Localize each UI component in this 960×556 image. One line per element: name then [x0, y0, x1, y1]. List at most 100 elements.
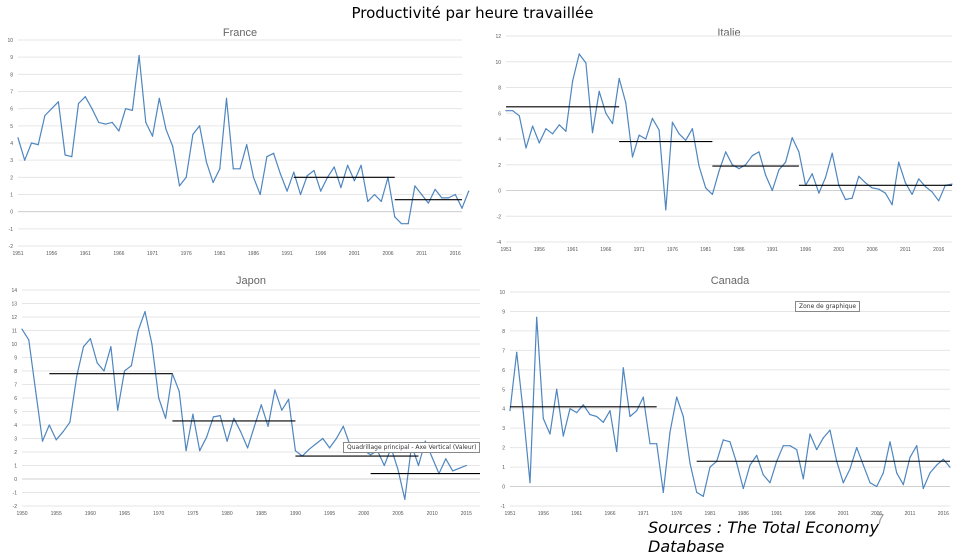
- italie-x-tick-label: 1976: [667, 247, 678, 253]
- italie-data-point: [878, 188, 880, 190]
- canada-data-point: [942, 458, 944, 460]
- canada-data-point: [909, 456, 911, 458]
- france-data-point: [51, 108, 53, 110]
- japon-y-tick-label: 11: [12, 329, 17, 335]
- japon-data-point: [294, 450, 297, 452]
- japon-y-tick-label: -1: [13, 491, 18, 497]
- italie-data-point: [884, 192, 887, 194]
- canada-x-tick-label: 1966: [604, 511, 615, 517]
- canada-data-point: [922, 487, 924, 490]
- italie-x-tick-label: 1991: [767, 247, 778, 253]
- japon-x-tick-label: 2010: [427, 511, 438, 517]
- canada-data-point: [536, 316, 538, 318]
- canada-data-point: [936, 464, 938, 466]
- italie-data-point: [818, 192, 820, 194]
- italie-data-point: [571, 80, 574, 82]
- italie-x-tick-label: 1996: [800, 247, 811, 253]
- italie-chart-svg: Italie -4 -2 0 2 4 6 8 10 12 1951 1956 1961 1966 1971 1…: [495, 27, 953, 253]
- japon-x-tick-label: 2015: [461, 511, 472, 517]
- italie-x-tick-label: 1981: [700, 247, 711, 253]
- canada-x-tick-label: 1976: [671, 511, 682, 517]
- france-y-tick-label: 2: [10, 175, 13, 181]
- chart-area-tooltip: Zone de graphique: [795, 301, 861, 312]
- canada-data-point: [562, 435, 564, 437]
- france-data-point: [306, 175, 308, 177]
- japon-data-point: [431, 456, 433, 458]
- canada-x-tick-label: 1956: [538, 511, 549, 517]
- canada-data-point: [869, 482, 871, 484]
- italie-x-tick-label: 1951: [500, 247, 511, 253]
- france-data-point: [71, 156, 73, 158]
- japon-data-point: [274, 389, 276, 391]
- japon-y-tick-label: 8: [14, 369, 17, 375]
- canada-y-tick-label: 1: [502, 465, 505, 471]
- france-data-point: [313, 169, 315, 172]
- italie-data-point: [585, 62, 587, 64]
- canada-data-point: [582, 404, 584, 406]
- canada-data-point: [856, 447, 858, 449]
- france-y-tick-label: 10: [7, 38, 13, 44]
- italie-data-point: [951, 183, 953, 185]
- france-chart-svg: France -2 -1 0 1 2 3 4 5 6 7 8 9 10 1951 1956 1961 1966 19…: [7, 27, 470, 257]
- canada-data-point: [649, 443, 651, 445]
- japon-data-point: [130, 365, 132, 367]
- canada-y-tick-label: 0: [502, 485, 505, 491]
- japon-data-point: [308, 448, 310, 450]
- japon-data-point: [137, 329, 139, 332]
- chart-panel-japon[interactable]: Japon -2 -1 0 1 2 3 4 5 6 7 8 9 10 11 12 13 14 1950 1955 196…: [0, 270, 486, 520]
- chart-panel-france[interactable]: France -2 -1 0 1 2 3 4 5 6 7 8 9 10 1951 1956 1961 1966 19…: [0, 22, 470, 262]
- france-data-point: [373, 193, 376, 196]
- canada-data-point: [636, 410, 638, 412]
- japon-x-tick-label: 1970: [153, 511, 164, 517]
- france-x-tick-label: 2001: [349, 251, 360, 257]
- chart-panel-italie[interactable]: Italie -4 -2 0 2 4 6 8 10 12 1951 1956 1961 1966 1971 1…: [480, 22, 960, 262]
- japon-x-tick-label: 1955: [51, 511, 62, 517]
- france-data-point: [340, 187, 342, 189]
- japon-y-tick-label: 5: [14, 410, 17, 416]
- japon-x-tick-label: 2005: [392, 511, 403, 517]
- canada-data-point: [809, 433, 811, 435]
- italie-y-tick-label: -4: [497, 240, 502, 246]
- italie-data-point: [871, 187, 873, 189]
- italie-data-point: [918, 178, 920, 180]
- italie-data-point: [605, 112, 607, 114]
- italie-data-point: [931, 191, 933, 193]
- france-data-point: [104, 123, 107, 125]
- italie-data-point: [545, 128, 547, 130]
- japon-data-point: [158, 397, 160, 399]
- japon-data-point: [199, 450, 201, 452]
- france-data-point: [219, 168, 221, 170]
- japon-y-tick-label: 0: [14, 477, 17, 483]
- canada-data-point: [676, 396, 678, 398]
- france-data-point: [434, 188, 436, 190]
- italie-data-point: [525, 147, 527, 149]
- canada-data-point: [569, 408, 571, 410]
- italie-data-point: [904, 182, 907, 184]
- france-data-point: [84, 96, 86, 98]
- canada-data-point: [742, 487, 744, 490]
- france-data-point: [44, 114, 46, 117]
- chart-panel-canada[interactable]: Canada -1 0 1 2 3 4 5 6 7 8 9 10 1951 1956 1961 1966 1971…: [488, 270, 960, 520]
- japon-data-point: [404, 498, 406, 500]
- canada-data-point: [862, 464, 864, 466]
- italie-x-tick-label: 1966: [600, 247, 611, 253]
- japon-data-point: [212, 416, 215, 418]
- france-data-point: [414, 185, 416, 187]
- canada-data-point: [756, 454, 758, 457]
- canada-data-point: [762, 474, 764, 476]
- canada-x-tick-label: 1971: [638, 511, 649, 517]
- france-data-point: [380, 200, 382, 202]
- france-data-point: [185, 176, 187, 178]
- france-data-point: [353, 180, 355, 182]
- france-data-point: [98, 121, 100, 123]
- canada-data-point: [902, 484, 904, 486]
- italie-data-point: [751, 155, 753, 157]
- canada-data-point: [542, 417, 544, 420]
- italie-data-point: [651, 117, 654, 119]
- italie-y-tick-label: 6: [498, 111, 501, 117]
- italie-data-point: [911, 193, 913, 195]
- france-data-point: [299, 193, 302, 196]
- canada-data-point: [576, 412, 578, 414]
- france-x-tick-label: 2006: [382, 251, 393, 257]
- japon-y-tick-label: 3: [14, 437, 17, 443]
